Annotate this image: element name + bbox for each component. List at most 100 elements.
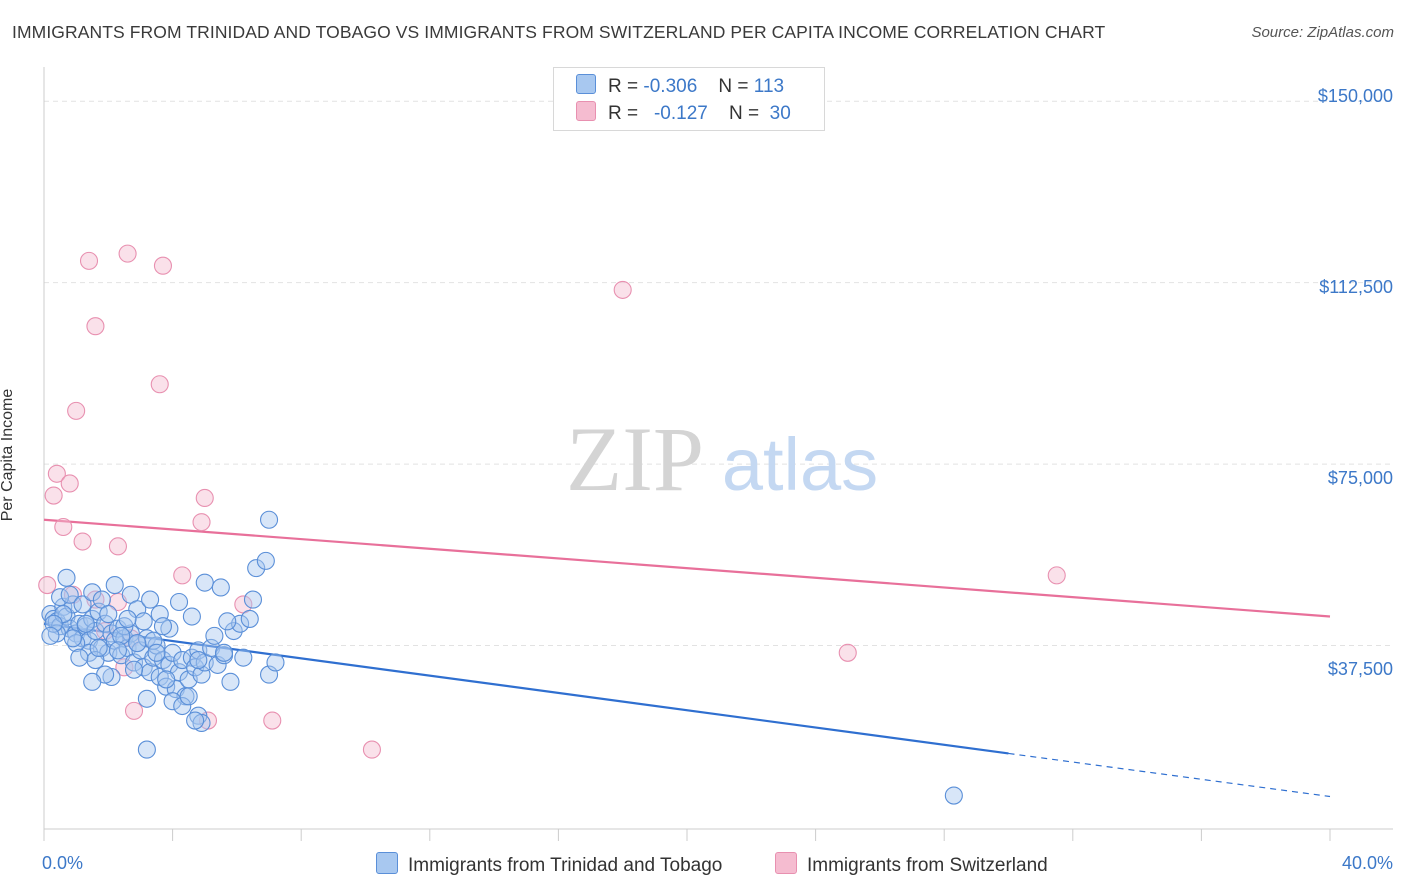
- point-trinidad: [83, 672, 102, 691]
- point-switzerland: [54, 517, 73, 537]
- point-trinidad: [234, 648, 253, 667]
- point-trinidad: [124, 660, 144, 679]
- point-switzerland: [362, 740, 381, 759]
- point-switzerland: [47, 464, 66, 483]
- legend-r-value: -0.306: [643, 76, 698, 97]
- point-trinidad: [266, 653, 285, 672]
- legend-n-label: N =: [728, 103, 760, 124]
- point-trinidad: [147, 643, 166, 662]
- bottom-legend-label: Immigrants from Switzerland: [807, 855, 1048, 876]
- y-tick-37500: $37,500: [1327, 659, 1393, 679]
- legend-n-value: 30: [769, 103, 791, 124]
- point-trinidad: [211, 578, 230, 597]
- point-switzerland: [67, 401, 86, 420]
- legend-r-label: R =: [608, 76, 639, 97]
- data-points: [38, 244, 1066, 805]
- point-trinidad: [70, 648, 89, 667]
- bottom-legend-label: Immigrants from Trinidad and Tobago: [408, 855, 723, 876]
- point-trinidad: [118, 609, 137, 628]
- bottom-legend-swatch-blue: [376, 852, 398, 874]
- point-trinidad: [224, 621, 243, 641]
- point-trinidad: [144, 631, 163, 650]
- point-switzerland: [150, 375, 169, 394]
- point-trinidad: [89, 638, 108, 658]
- point-trinidad: [150, 605, 169, 624]
- point-switzerland: [263, 711, 282, 730]
- watermark-atlas: atlas: [722, 423, 878, 506]
- legend-r-label: R =: [608, 103, 639, 124]
- point-switzerland: [192, 513, 211, 532]
- y-tick-112500: $112,500: [1319, 277, 1393, 297]
- point-switzerland: [108, 537, 127, 556]
- point-trinidad: [192, 665, 211, 684]
- legend-swatch-pink: [576, 101, 596, 121]
- point-trinidad: [944, 786, 963, 805]
- point-trinidad: [243, 590, 263, 609]
- legend-n-label: N =: [718, 76, 749, 97]
- point-switzerland: [86, 317, 105, 336]
- point-trinidad: [173, 696, 192, 716]
- trend-line-switzerland: [43, 518, 1331, 618]
- point-trinidad: [153, 617, 173, 636]
- point-trinidad: [44, 614, 63, 633]
- point-switzerland: [38, 576, 57, 595]
- chart-title: IMMIGRANTS FROM TRINIDAD AND TOBAGO VS I…: [12, 22, 1106, 42]
- point-switzerland: [60, 474, 79, 493]
- point-trinidad: [86, 651, 105, 670]
- trend-line-trinidad-extension: [1008, 752, 1331, 798]
- point-trinidad: [189, 651, 208, 670]
- y-tick-75000: $75,000: [1327, 468, 1393, 488]
- point-trinidad: [137, 689, 156, 708]
- point-trinidad: [99, 605, 118, 624]
- point-trinidad: [247, 559, 266, 578]
- point-switzerland: [73, 532, 92, 551]
- point-switzerland: [153, 256, 173, 275]
- point-switzerland: [838, 643, 857, 662]
- point-trinidad: [186, 711, 205, 730]
- point-switzerland: [79, 251, 99, 270]
- point-trinidad: [218, 612, 237, 631]
- point-trinidad: [128, 634, 147, 653]
- legend-row-trinidad: R = -0.306 N = 113: [576, 74, 784, 100]
- point-switzerland: [124, 701, 144, 720]
- point-trinidad: [57, 568, 76, 587]
- point-trinidad: [240, 609, 259, 628]
- axes: [43, 67, 1393, 841]
- point-trinidad: [179, 687, 198, 706]
- point-switzerland: [44, 486, 63, 505]
- legend-n-value: 113: [753, 76, 785, 97]
- point-trinidad: [79, 643, 99, 662]
- point-trinidad: [83, 583, 102, 602]
- legend-r-value: -0.127: [653, 103, 708, 124]
- point-trinidad: [221, 672, 240, 691]
- point-trinidad: [54, 605, 73, 624]
- point-trinidad: [112, 626, 131, 645]
- point-trinidad: [105, 576, 124, 595]
- bottom-legend-switzerland: Immigrants from Switzerland: [775, 852, 1048, 877]
- point-trinidad: [67, 634, 86, 653]
- point-trinidad: [134, 612, 153, 631]
- point-switzerland: [1047, 566, 1066, 585]
- point-trinidad: [63, 629, 82, 648]
- point-trinidad: [76, 614, 95, 633]
- point-trinidad: [41, 626, 60, 645]
- point-trinidad: [141, 663, 160, 682]
- point-trinidad: [182, 607, 201, 626]
- point-trinidad: [141, 590, 160, 609]
- point-trinidad: [214, 643, 234, 662]
- watermark-zip: ZIP: [566, 408, 704, 510]
- point-trinidad: [157, 670, 176, 689]
- point-trinidad: [163, 643, 182, 662]
- point-switzerland: [195, 488, 214, 508]
- gridlines: [44, 100, 1393, 647]
- legend-swatch-blue: [576, 74, 596, 94]
- bottom-legend-trinidad: Immigrants from Trinidad and Tobago: [376, 852, 722, 877]
- source-credit: Source: ZipAtlas.com: [1251, 24, 1394, 41]
- point-trinidad: [137, 740, 156, 759]
- x-tick-min: 0.0%: [42, 853, 84, 873]
- point-trinidad: [259, 510, 279, 529]
- point-trinidad: [73, 595, 92, 614]
- y-tick-150000: $150,000: [1317, 86, 1393, 106]
- point-trinidad: [108, 641, 127, 660]
- legend-row-switzerland: R = -0.127 N = 30: [576, 101, 791, 127]
